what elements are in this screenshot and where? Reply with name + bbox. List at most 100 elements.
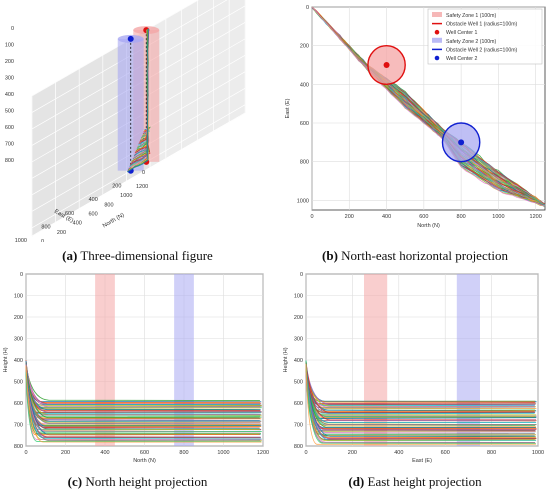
caption-a: (a) Three-dimensional figure xyxy=(0,248,275,264)
b-obstacle-well-1 xyxy=(367,44,406,86)
c-x-axis-label: North (N) xyxy=(133,458,156,464)
chart-3d-figure: 0 200 400 600 800 1000 1200 0 200 400 600 800 1000 0 1… xyxy=(5,0,246,242)
b-legend-entry: Obstacle Well 1 (radius=100m) xyxy=(446,22,518,28)
d-y-tick-label: 400 xyxy=(294,358,303,364)
d-trajectory-line xyxy=(305,363,536,445)
b-x-tick-label: 200 xyxy=(345,214,354,220)
b-y-tick-label: 600 xyxy=(300,121,309,127)
b-obstacle-well-2 xyxy=(441,122,481,163)
b-y-tick-label: 800 xyxy=(300,160,309,166)
a-east-tick-label: 0 xyxy=(142,170,145,176)
chart-north-east-projection: 0 200 400 600 800 1000 1200 0 200 400 600 800 1000 Sa… xyxy=(285,5,546,229)
b-legend-box xyxy=(427,8,543,65)
a-north-tick-label: 400 xyxy=(73,221,82,227)
d-y-tick-label: 200 xyxy=(294,315,303,321)
d-y-tick-label: 700 xyxy=(294,423,303,429)
b-legend-patch xyxy=(432,37,442,43)
b-y-axis-label: East (E) xyxy=(285,98,291,118)
b-well-center-2 xyxy=(458,139,465,146)
d-x-axis-label: East (E) xyxy=(412,458,432,464)
c-y-tick-label: 500 xyxy=(14,380,23,386)
c-trajectories xyxy=(25,360,262,443)
d-x-tick-label: 1000 xyxy=(532,450,544,456)
caption-c: (c) North height projection xyxy=(0,474,275,490)
c-y-tick-label: 0 xyxy=(20,272,23,278)
b-x-tick-label: 1200 xyxy=(530,214,542,220)
a-north-tick-label: 0 xyxy=(41,239,44,242)
b-legend-patch xyxy=(432,12,442,17)
d-y-tick-label: 600 xyxy=(294,401,303,407)
c-x-tick-label: 800 xyxy=(179,450,188,456)
b-y-tick-label: 1000 xyxy=(297,198,309,204)
caption-a-tag: (a) xyxy=(62,248,78,263)
a-east-tick-label: 600 xyxy=(65,211,74,217)
caption-c-tag: (c) xyxy=(67,474,83,489)
caption-c-text: North height projection xyxy=(85,474,208,489)
c-x-tick-label: 0 xyxy=(24,450,27,456)
d-x-tick-label: 400 xyxy=(394,450,403,456)
caption-b: (b) North-east horizontal projection xyxy=(280,248,550,264)
d-y-tick-label: 0 xyxy=(300,272,303,278)
c-x-tick-label: 200 xyxy=(61,450,70,456)
a-east-tick-label: 800 xyxy=(41,224,50,230)
a-height-tick-label: 600 xyxy=(5,125,14,131)
d-x-tick-label: 0 xyxy=(304,450,307,456)
a-trajectory-line xyxy=(126,28,149,173)
b-y-tick-label: 400 xyxy=(300,82,309,88)
a-north-tick-label: 600 xyxy=(89,212,98,218)
b-y-tick-label: 0 xyxy=(306,5,309,11)
a-height-tick-label: 200 xyxy=(5,59,14,65)
a-height-tick-label: 100 xyxy=(5,42,14,48)
b-y-tick-label: 200 xyxy=(300,44,309,50)
caption-b-tag: (b) xyxy=(322,248,338,263)
d-y-tick-label: 100 xyxy=(294,294,303,300)
a-gridline xyxy=(31,180,128,237)
caption-d-text: East height projection xyxy=(367,474,482,489)
b-x-tick-label: 600 xyxy=(419,214,428,220)
b-legend-entry: Safety Zone 2 (100m) xyxy=(446,39,496,45)
c-y-tick-label: 200 xyxy=(14,315,23,321)
c-x-tick-label: 400 xyxy=(100,450,109,456)
d-y-axis-label: Height (H) xyxy=(283,347,289,372)
b-legend-entry: Well Center 2 xyxy=(446,56,477,62)
a-height-tick-label: 300 xyxy=(5,75,14,81)
caption-d-tag: (d) xyxy=(348,474,365,489)
c-trajectory-line xyxy=(25,365,262,443)
caption-d: (d) East height projection xyxy=(280,474,550,490)
b-x-axis-label: North (N) xyxy=(417,223,440,229)
a-height-tick-label: 800 xyxy=(5,158,14,164)
c-y-tick-label: 400 xyxy=(14,358,23,364)
b-x-tick-label: 800 xyxy=(457,214,466,220)
d-y-tick-label: 500 xyxy=(294,380,303,386)
chart-north-height-projection: 0 200 400 600 800 1000 1200 0 100 200 300 400 500 600… xyxy=(3,272,269,464)
b-trajectory-line xyxy=(311,6,546,207)
a-height-tick-label: 500 xyxy=(5,108,14,114)
a-north-tick-label: 800 xyxy=(104,202,113,208)
a-east-tick-label: 200 xyxy=(112,184,121,190)
c-x-tick-label: 1000 xyxy=(217,450,229,456)
c-x-tick-label: 600 xyxy=(140,450,149,456)
a-height-tick-label: 700 xyxy=(5,141,14,147)
a-east-tick-label: 400 xyxy=(89,197,98,203)
a-well-center-top xyxy=(127,35,134,42)
d-x-tick-label: 200 xyxy=(348,450,357,456)
b-trajectories xyxy=(311,6,546,208)
b-well-center-1 xyxy=(383,62,390,68)
b-legend: Safety Zone 1 (100m) Obstacle Well 1 (rad… xyxy=(427,8,543,65)
a-north-axis-label: North (N) xyxy=(102,212,126,229)
c-y-tick-label: 600 xyxy=(14,401,23,407)
c-y-tick-label: 300 xyxy=(14,337,23,343)
c-y-tick-label: 800 xyxy=(14,444,23,450)
caption-a-text: Three-dimensional figure xyxy=(80,248,213,263)
b-legend-dot xyxy=(434,29,440,35)
b-x-tick-label: 1000 xyxy=(492,214,504,220)
b-x-tick-label: 400 xyxy=(382,214,391,220)
c-x-tick-label: 1200 xyxy=(257,450,269,456)
d-trajectories xyxy=(305,360,537,445)
b-legend-entry: Safety Zone 1 (100m) xyxy=(446,13,496,19)
a-east-tick-label: 1000 xyxy=(15,238,27,242)
b-legend-entry: Well Center 1 xyxy=(446,30,477,36)
c-y-axis-label: Height (H) xyxy=(3,347,9,372)
a-north-tick-label: 1000 xyxy=(120,193,132,199)
a-north-tick-label: 200 xyxy=(57,230,66,236)
